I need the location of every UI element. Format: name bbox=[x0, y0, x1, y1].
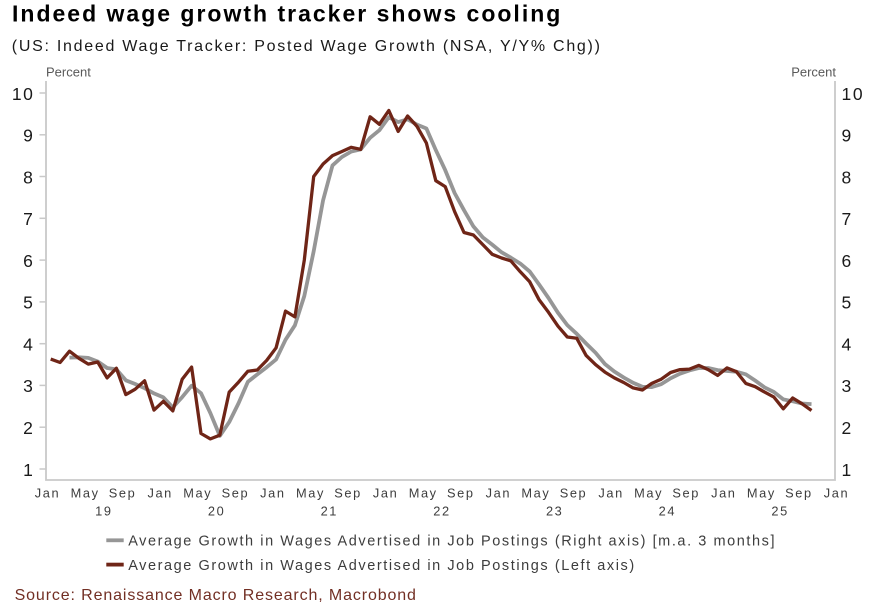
svg-text:May: May bbox=[71, 485, 100, 500]
svg-text:Jan: Jan bbox=[486, 485, 511, 500]
svg-text:3: 3 bbox=[23, 376, 34, 396]
svg-text:May: May bbox=[521, 485, 550, 500]
svg-text:Indeed wage growth tracker sho: Indeed wage growth tracker shows cooling bbox=[12, 0, 562, 26]
svg-text:Sep: Sep bbox=[785, 485, 813, 500]
svg-text:Jan: Jan bbox=[35, 485, 60, 500]
svg-text:21: 21 bbox=[321, 503, 338, 518]
svg-text:(US: Indeed Wage Tracker: Post: (US: Indeed Wage Tracker: Posted Wage Gr… bbox=[12, 38, 602, 55]
svg-text:5: 5 bbox=[23, 293, 34, 313]
svg-text:8: 8 bbox=[842, 167, 853, 187]
svg-text:Sep: Sep bbox=[560, 485, 588, 500]
svg-text:2: 2 bbox=[842, 418, 853, 438]
svg-text:19: 19 bbox=[95, 503, 112, 518]
svg-text:Jan: Jan bbox=[824, 485, 849, 500]
svg-text:6: 6 bbox=[842, 251, 853, 271]
svg-text:Sep: Sep bbox=[672, 485, 700, 500]
svg-text:Jan: Jan bbox=[147, 485, 172, 500]
svg-text:23: 23 bbox=[546, 503, 563, 518]
svg-text:2: 2 bbox=[23, 418, 34, 438]
svg-text:25: 25 bbox=[771, 503, 788, 518]
svg-text:24: 24 bbox=[659, 503, 676, 518]
svg-text:May: May bbox=[634, 485, 663, 500]
svg-text:Sep: Sep bbox=[334, 485, 362, 500]
svg-text:4: 4 bbox=[842, 335, 853, 355]
svg-text:Source: Renaissance Macro Rese: Source: Renaissance Macro Research, Macr… bbox=[15, 587, 417, 604]
svg-text:Sep: Sep bbox=[109, 485, 137, 500]
svg-text:Average Growth in Wages Advert: Average Growth in Wages Advertised in Jo… bbox=[128, 534, 776, 550]
svg-text:Jan: Jan bbox=[260, 485, 285, 500]
svg-text:5: 5 bbox=[842, 293, 853, 313]
svg-text:May: May bbox=[183, 485, 212, 500]
svg-text:9: 9 bbox=[842, 126, 853, 146]
svg-text:10: 10 bbox=[842, 84, 865, 104]
svg-text:Jan: Jan bbox=[711, 485, 736, 500]
svg-text:1: 1 bbox=[842, 460, 853, 480]
svg-text:4: 4 bbox=[23, 335, 34, 355]
svg-text:Sep: Sep bbox=[447, 485, 475, 500]
svg-text:1: 1 bbox=[23, 460, 34, 480]
svg-text:20: 20 bbox=[208, 503, 225, 518]
svg-text:10: 10 bbox=[12, 84, 35, 104]
svg-text:9: 9 bbox=[23, 126, 34, 146]
svg-text:Average Growth in Wages Advert: Average Growth in Wages Advertised in Jo… bbox=[128, 558, 636, 574]
svg-text:22: 22 bbox=[433, 503, 450, 518]
svg-text:Percent: Percent bbox=[791, 65, 836, 80]
svg-text:May: May bbox=[747, 485, 776, 500]
svg-text:8: 8 bbox=[23, 167, 34, 187]
svg-text:Jan: Jan bbox=[373, 485, 398, 500]
svg-text:May: May bbox=[296, 485, 325, 500]
svg-text:3: 3 bbox=[842, 376, 853, 396]
svg-text:Sep: Sep bbox=[222, 485, 250, 500]
svg-text:Jan: Jan bbox=[598, 485, 623, 500]
svg-text:May: May bbox=[409, 485, 438, 500]
svg-text:6: 6 bbox=[23, 251, 34, 271]
svg-text:Percent: Percent bbox=[46, 65, 91, 80]
svg-text:7: 7 bbox=[842, 209, 853, 229]
svg-text:7: 7 bbox=[23, 209, 34, 229]
